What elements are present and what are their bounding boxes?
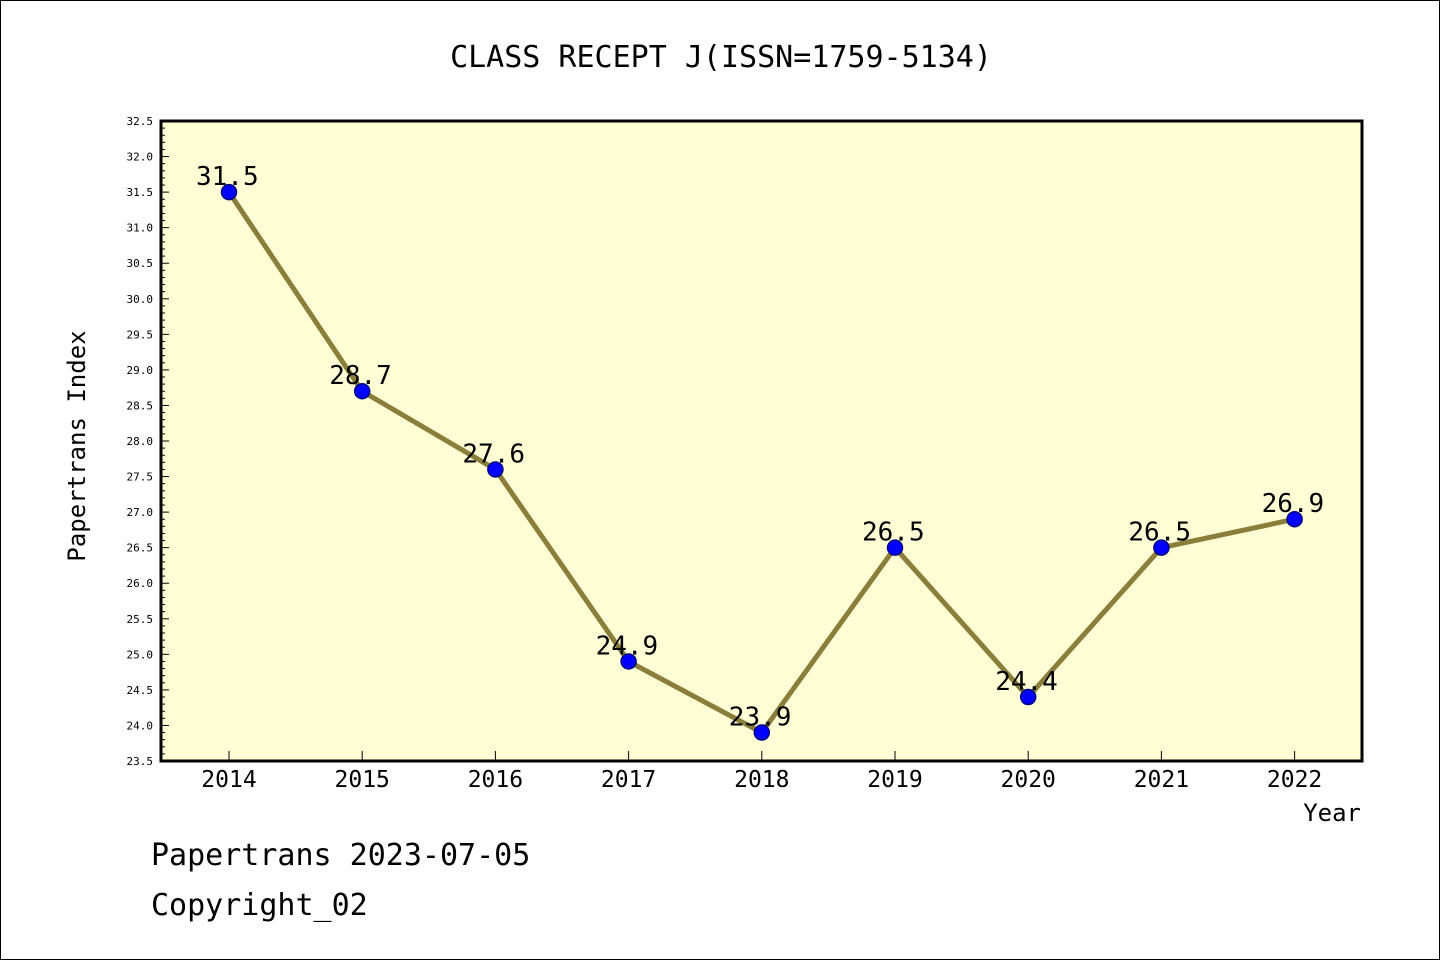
data-point [886,539,904,556]
x-tick-label: 2018 [734,767,789,793]
y-tick-label: 27.0 [127,506,154,519]
data-point [353,382,371,400]
x-tick-label: 2017 [601,767,656,793]
y-tick-label: 29.0 [127,364,154,377]
y-axis-label: Papertrans Index [63,330,91,561]
data-point [1019,688,1037,706]
data-label: 26.9 [1262,489,1325,519]
data-label: 28.7 [329,361,392,391]
data-point [1286,510,1303,528]
plot-border [159,119,1364,763]
x-axis: 2014 2015 2016 2017 2018 2019 2020 2021 2022 [201,751,1322,793]
x-tick-label: 2020 [1001,767,1056,793]
data-point [487,461,504,478]
x-axis-label: Year [1303,799,1361,827]
data-labels: 31.5 28.7 27.6 24.9 23.9 26.5 24.4 26.5 26.9 [196,162,1324,732]
y-tick-label: 32.5 [127,115,154,128]
x-tick-label: 2014 [201,767,256,793]
y-tick-label: 30.5 [127,257,154,270]
footer-copyright: Copyright_02 [151,888,368,923]
x-tick-label: 2022 [1267,767,1322,793]
y-tick-label: 26.5 [127,542,154,555]
y-tick-label: 29.5 [127,328,154,341]
y-tick-label: 30.0 [127,293,154,306]
data-label: 24.9 [596,631,659,661]
series-layer [220,183,1303,741]
y-tick-label: 28.5 [127,399,154,412]
data-label: 24.4 [995,667,1058,697]
y-tick-label: 25.0 [127,648,154,661]
data-point [220,183,238,201]
y-tick-label: 24.0 [127,719,154,732]
data-point [753,724,771,741]
y-axis: 23.5 24.0 24.5 25.0 25.5 26.0 26.5 27.0 27.5 28.0… [127,115,169,768]
y-tick-label: 26.0 [127,577,154,590]
y-tick-label: 27.5 [127,471,154,484]
data-label: 26.5 [1128,518,1191,548]
y-tick-label: 23.5 [127,755,154,768]
chart-title: CLASS RECEPT J(ISSN=1759-5134) [450,40,992,75]
data-label: 27.6 [462,439,525,469]
x-tick-label: 2016 [468,767,523,793]
y-tick-label: 24.5 [127,684,154,697]
y-tick-label: 25.5 [127,613,154,626]
data-label: 23.9 [729,703,792,733]
x-tick-label: 2021 [1134,767,1189,793]
data-point [620,653,637,670]
data-point [1153,539,1170,556]
y-tick-label: 31.0 [127,222,154,235]
y-tick-label: 31.5 [127,186,154,199]
x-tick-label: 2019 [867,767,922,793]
data-label: 26.5 [862,518,925,548]
x-tick-label: 2015 [335,767,390,793]
data-label: 31.5 [196,162,259,192]
footer-date: Papertrans 2023-07-05 [151,838,530,873]
plot-area [161,121,1362,761]
y-tick-label: 32.0 [127,151,154,164]
y-tick-label: 28.0 [127,435,154,448]
